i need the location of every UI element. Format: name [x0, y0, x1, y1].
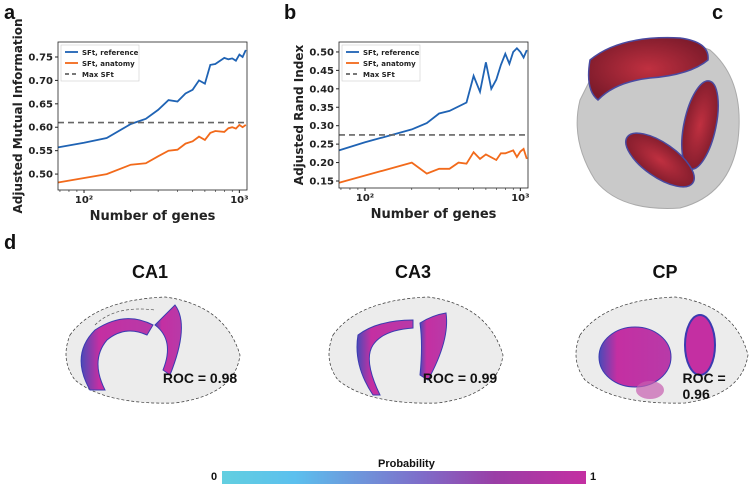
x-tick-label: 10² [75, 195, 93, 206]
y-tick-label: 0.50 [28, 170, 53, 181]
panel-label-a: a [4, 2, 16, 24]
y-tick-label: 0.25 [309, 140, 334, 151]
legend-entry: SFt, anatomy [363, 60, 416, 68]
y-tick-label: 0.40 [309, 84, 334, 95]
x-tick-label: 10³ [511, 193, 529, 204]
y-tick-label: 0.65 [28, 99, 53, 110]
x-tick-label: 10³ [230, 195, 248, 206]
y-tick-label: 0.15 [309, 176, 334, 187]
series-line-0 [338, 47, 528, 152]
y-tick-label: 0.55 [28, 146, 53, 157]
chart-a-ami: 0.50 0.55 0.60 0.65 0.70 0.75 10² 10³ Number of … [11, 18, 249, 224]
panel-label-c: c [712, 2, 724, 24]
hippocampus-region [587, 36, 709, 102]
brain-cp-probability [575, 296, 749, 404]
region-title-cp: CP [652, 262, 678, 282]
colorbar-title: Probability [378, 458, 435, 470]
y-tick-label: 0.30 [309, 121, 334, 132]
y-tick-label: 0.35 [309, 103, 334, 114]
colorbar-min: 0 [211, 471, 218, 483]
legend-entry: Max SFt [363, 71, 395, 79]
y-tick-label: 0.60 [28, 123, 53, 134]
y-tick-label: 0.50 [309, 47, 334, 58]
plot-frame [57, 41, 248, 191]
panel-label-d: d [4, 232, 17, 254]
colorbar-max: 1 [590, 471, 597, 483]
y-tick-label: 0.45 [309, 66, 334, 77]
series-line-0 [57, 49, 247, 149]
y-tick-label: 0.70 [28, 76, 53, 87]
brain-ca1-probability [65, 296, 241, 404]
chart-b-ari: 0.15 0.20 0.25 0.30 0.35 0.40 0.45 0.50 10² 10³ Nu… [292, 41, 530, 222]
plot-frame [338, 41, 529, 189]
x-axis-label: Number of genes [371, 207, 497, 222]
legend-entry: SFt, reference [82, 49, 139, 57]
panel-label-b: b [284, 2, 297, 24]
legend-entry: SFt, anatomy [82, 60, 135, 68]
roc-ca1: ROC = 0.98 [162, 370, 238, 386]
roc-ca3: ROC = 0.99 [422, 370, 498, 386]
series-line-1 [57, 123, 247, 184]
series-line-1 [338, 147, 528, 184]
region-title-ca3: CA3 [394, 262, 432, 282]
y-axis-label: Adjusted Rand Index [292, 45, 306, 186]
y-tick-label: 0.20 [309, 158, 334, 169]
legend-entry: SFt, reference [363, 49, 420, 57]
brain-3d-render [576, 36, 740, 209]
striatum-left [625, 132, 695, 188]
region-title-ca1: CA1 [131, 262, 169, 282]
x-axis-label: Number of genes [90, 209, 216, 224]
brain-ca3-probability [328, 296, 504, 404]
x-tick-label: 10² [356, 193, 374, 204]
colorbar [222, 471, 586, 484]
y-tick-label: 0.75 [28, 52, 53, 63]
legend-entry: Max SFt [82, 71, 114, 79]
roc-cp: ROC = 0.96 [682, 370, 726, 402]
y-axis-label: Adjusted Mutual Information [11, 18, 25, 213]
